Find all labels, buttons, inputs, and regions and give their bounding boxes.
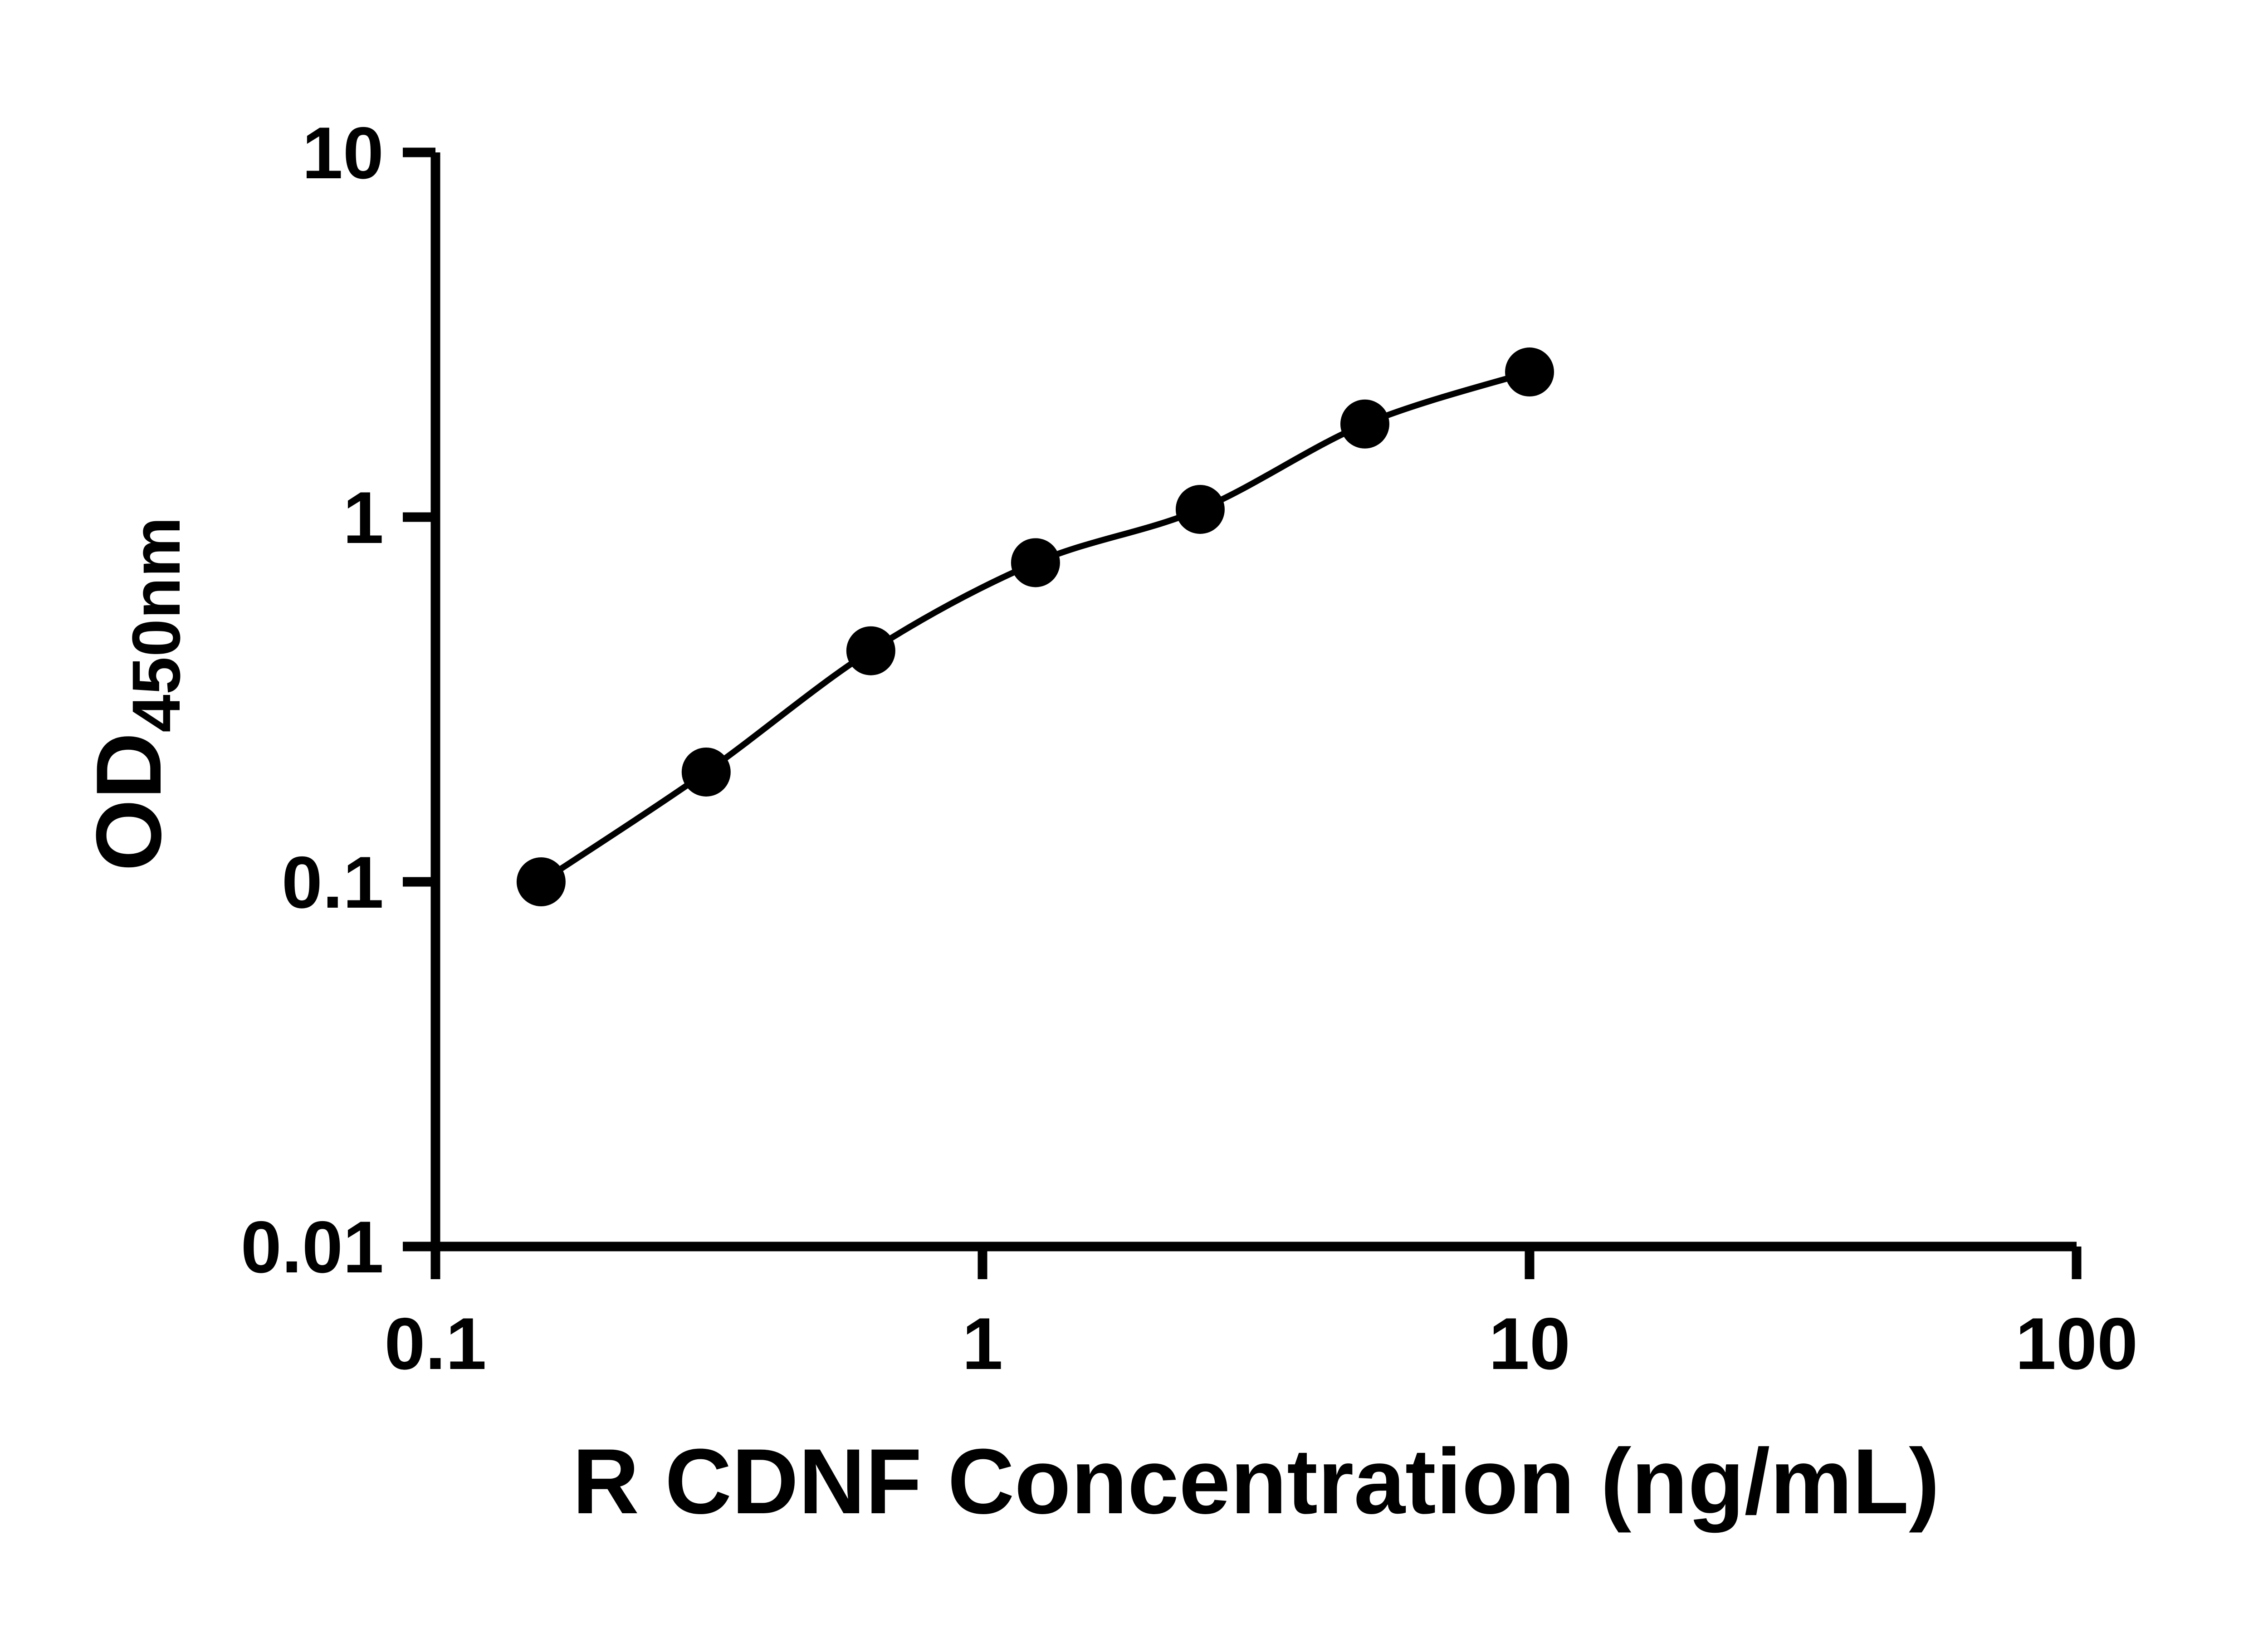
y-axis-title: OD450nm: [77, 517, 194, 871]
fit-curve: [539, 369, 1531, 885]
data-point-marker: [1011, 538, 1060, 587]
y-tick-label: 0.01: [241, 1206, 384, 1288]
data-point-marker: [1340, 399, 1389, 449]
data-point-marker: [846, 626, 895, 675]
axis-lines: [430, 152, 2077, 1252]
x-tick-label: 100: [2015, 1303, 2138, 1385]
x-tick-label: 1: [962, 1303, 1003, 1385]
x-axis-title: R CDNF Concentration (ng/mL): [572, 1430, 1940, 1533]
data-points: [516, 347, 1554, 906]
data-point-marker: [516, 857, 566, 906]
data-point-marker: [681, 747, 731, 797]
y-tick-label: 0.1: [282, 841, 384, 924]
y-tick-label: 1: [343, 477, 384, 559]
y-tick-label: 10: [302, 112, 384, 194]
x-tick-label: 0.1: [384, 1303, 486, 1385]
x-tick-label: 10: [1489, 1303, 1570, 1385]
data-point-marker: [1175, 484, 1225, 534]
y-axis-title-subscript: 450nm: [118, 517, 194, 732]
fit-curve-path: [539, 369, 1531, 885]
data-point-marker: [1505, 347, 1554, 397]
y-axis-title-main: OD: [77, 733, 181, 871]
